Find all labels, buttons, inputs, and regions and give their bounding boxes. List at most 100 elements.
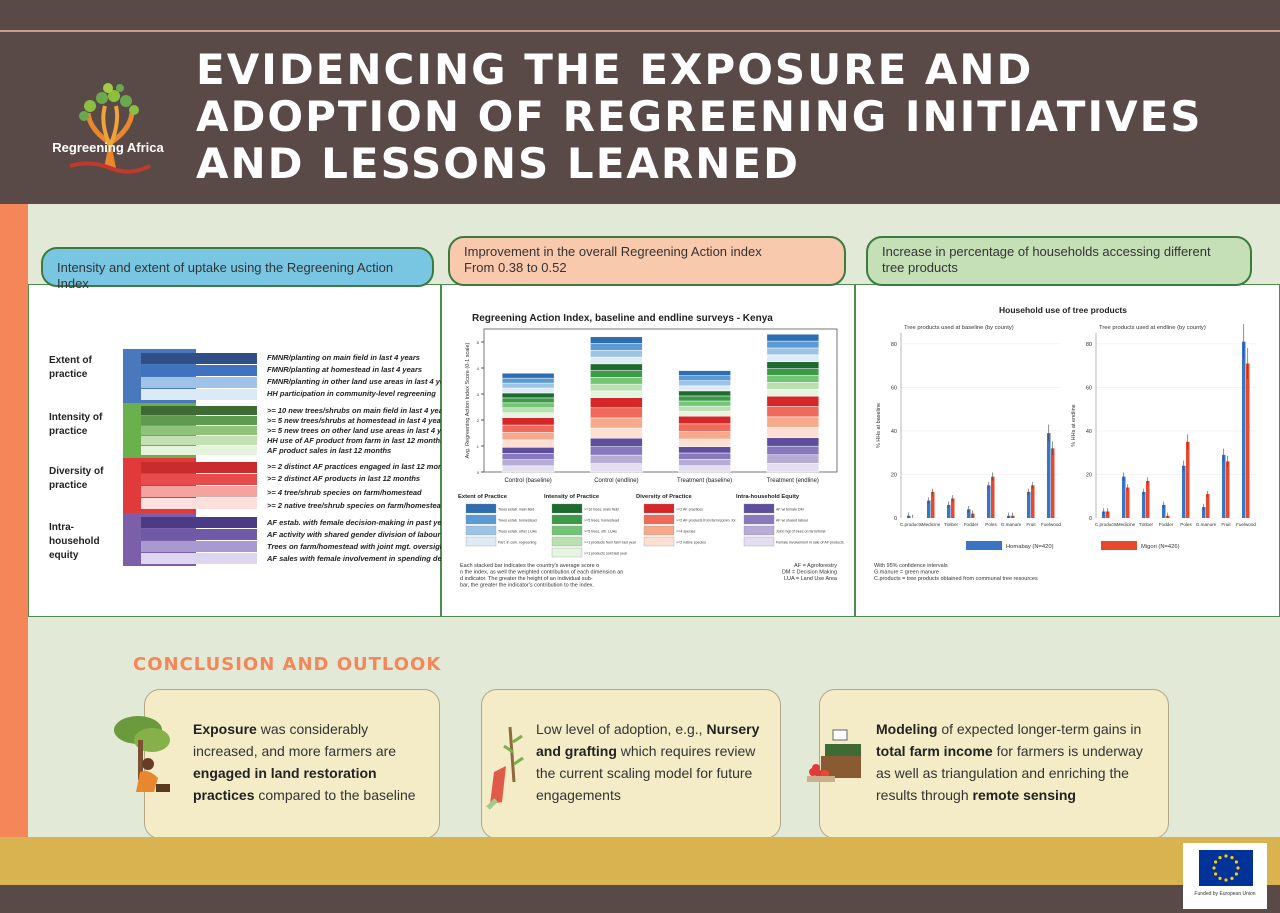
- legend-label: >=1 products sold last year: [584, 552, 628, 556]
- bar-segment: [766, 416, 820, 428]
- legend-item: AF sales with female involvement in spen…: [267, 554, 468, 563]
- panel-uptake: Extent of practice Intensity of practice…: [28, 284, 467, 617]
- chart-note: C.products = tree products obtained from…: [874, 576, 1038, 582]
- legend-title: Intra-household Equity: [736, 494, 800, 500]
- legend-label: >=5 trees, homestead: [584, 519, 619, 523]
- chart-note: bar, the greater the indicator's contrib…: [460, 583, 595, 589]
- y-tick-label: 20: [891, 472, 897, 478]
- pill-index: Improvement in the overall Regreening Ac…: [448, 236, 846, 286]
- legend-swatch: [743, 536, 775, 547]
- bar-segment: [766, 395, 820, 407]
- equity-label: Intra-household equity: [49, 522, 100, 561]
- bar-segment: [678, 410, 731, 417]
- diversity-label: Diversity of practice: [49, 466, 104, 491]
- regreening-index-chart: Regreening Action Index, baseline and en…: [458, 313, 844, 589]
- bar-segment: [501, 439, 555, 448]
- bar-segment: [678, 395, 731, 402]
- market-stall-icon: [807, 729, 861, 782]
- legend-item: >= 2 distinct AF practices engaged in la…: [267, 462, 454, 471]
- bar-segment: [590, 454, 643, 464]
- x-tick-label: Fuelwood: [1236, 522, 1256, 527]
- bar-segment: [501, 417, 555, 426]
- bar-segment: [678, 385, 731, 392]
- panel-index: Regreening Action Index, baseline and en…: [441, 284, 855, 617]
- bar-segment: [678, 390, 731, 397]
- y-tick-label: 40: [1086, 429, 1092, 435]
- bar-segment: [590, 363, 643, 371]
- legend-label: >=1 products from farm last year: [584, 541, 637, 545]
- bar-segment: [590, 463, 643, 473]
- bar-segment: [590, 350, 643, 358]
- bar-segment: [766, 361, 820, 369]
- header-banner: Regreening Africa EVIDENCING THE EXPOSUR…: [0, 30, 1280, 204]
- bar: [1047, 433, 1051, 518]
- x-tick-label: Control (baseline): [504, 478, 551, 484]
- bar-segment: [501, 397, 555, 404]
- bar-segment: [678, 400, 731, 407]
- bar: [1202, 507, 1206, 518]
- y-tick-label: 0: [1089, 516, 1092, 522]
- extent-label: Extent of practice: [49, 355, 92, 380]
- legend-swatch: [643, 503, 675, 514]
- bar-segment: [678, 370, 731, 376]
- bar: [1126, 487, 1130, 518]
- bar-segment: [678, 452, 731, 460]
- chart-note: Each stacked bar indicates the country's…: [460, 563, 599, 569]
- y-tick-label: .5: [476, 340, 480, 345]
- legend-label: >=2 AF practices: [676, 508, 703, 512]
- bar: [1031, 485, 1035, 518]
- legend-item: AF product sales in last 12 months: [267, 446, 392, 455]
- bar-segment: [678, 375, 731, 381]
- legend-swatch: [551, 547, 583, 558]
- bar-segment: [501, 407, 555, 413]
- bar: [951, 498, 955, 518]
- bar-segment: [590, 370, 643, 378]
- legend-item: >= 10 new trees/shrubs on main field in …: [267, 406, 450, 415]
- bar-segment: [678, 431, 731, 440]
- legend-swatch: [743, 514, 775, 525]
- bar-segment: [678, 405, 731, 412]
- y-tick-label: .4: [476, 366, 480, 371]
- x-tick-label: Medicine: [922, 522, 941, 527]
- x-tick-label: C.products: [900, 522, 923, 527]
- legend-item: FMNR/planting at homestead in last 4 yea…: [267, 365, 423, 374]
- top-strip: [0, 0, 1280, 30]
- legend-label: Trees estab. other LUAs: [498, 530, 537, 534]
- eu-flag-icon: [1199, 850, 1253, 886]
- x-tick-label: Timber: [944, 522, 959, 527]
- bar: [967, 509, 971, 518]
- bottom-strip: [0, 885, 1280, 913]
- x-tick-label: C.products: [1095, 522, 1118, 527]
- x-tick-label: Treatment (endline): [767, 478, 819, 484]
- footer-band: [0, 837, 1280, 885]
- legend-title: Intensity of Practice: [544, 494, 600, 500]
- legend-label: AF w/ female DM: [776, 508, 804, 512]
- bar: [1142, 491, 1146, 518]
- legend-label: Homabay (N=420): [1006, 544, 1054, 550]
- y-tick-label: 60: [891, 385, 897, 391]
- bar-segment: [501, 382, 555, 389]
- legend-swatch: [1101, 541, 1137, 550]
- pill-uptake: Intensity and extent of uptake using the…: [41, 247, 434, 291]
- y-tick-label: 60: [1086, 385, 1092, 391]
- farmer-planting-icon: [114, 716, 170, 792]
- legend-item: Trees on farm/homestead with joint mgt. …: [267, 542, 447, 551]
- legend-swatch: [966, 541, 1002, 550]
- legend-swatch: [465, 525, 497, 536]
- bar-segment: [678, 459, 731, 466]
- y-tick-label: .3: [476, 392, 480, 397]
- legend-label: Part. in com. regreening: [498, 541, 536, 545]
- bar: [1146, 481, 1150, 518]
- bar: [1206, 494, 1210, 518]
- bar-segment: [590, 336, 643, 344]
- legend-label: Trees estab. main field: [498, 508, 534, 512]
- x-tick-label: Fodder: [964, 522, 979, 527]
- x-tick-label: Poles: [985, 522, 997, 527]
- y-tick-label: 80: [1086, 342, 1092, 348]
- x-tick-label: Medicine: [1117, 522, 1136, 527]
- bar: [1182, 465, 1186, 518]
- bar: [947, 504, 951, 518]
- bar-segment: [678, 465, 731, 473]
- legend-item: FMNR/planting on main field in last 4 ye…: [267, 353, 420, 362]
- y-tick-label: 0: [894, 516, 897, 522]
